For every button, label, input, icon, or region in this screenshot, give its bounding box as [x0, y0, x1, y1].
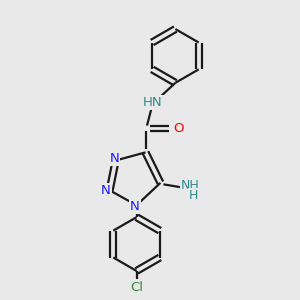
Text: H: H [189, 189, 198, 202]
Text: N: N [101, 184, 111, 197]
Text: HN: HN [143, 96, 163, 109]
Text: Cl: Cl [130, 281, 143, 294]
Text: O: O [173, 122, 184, 135]
Text: NH: NH [181, 179, 200, 192]
Text: N: N [109, 152, 119, 165]
Text: N: N [130, 200, 140, 213]
